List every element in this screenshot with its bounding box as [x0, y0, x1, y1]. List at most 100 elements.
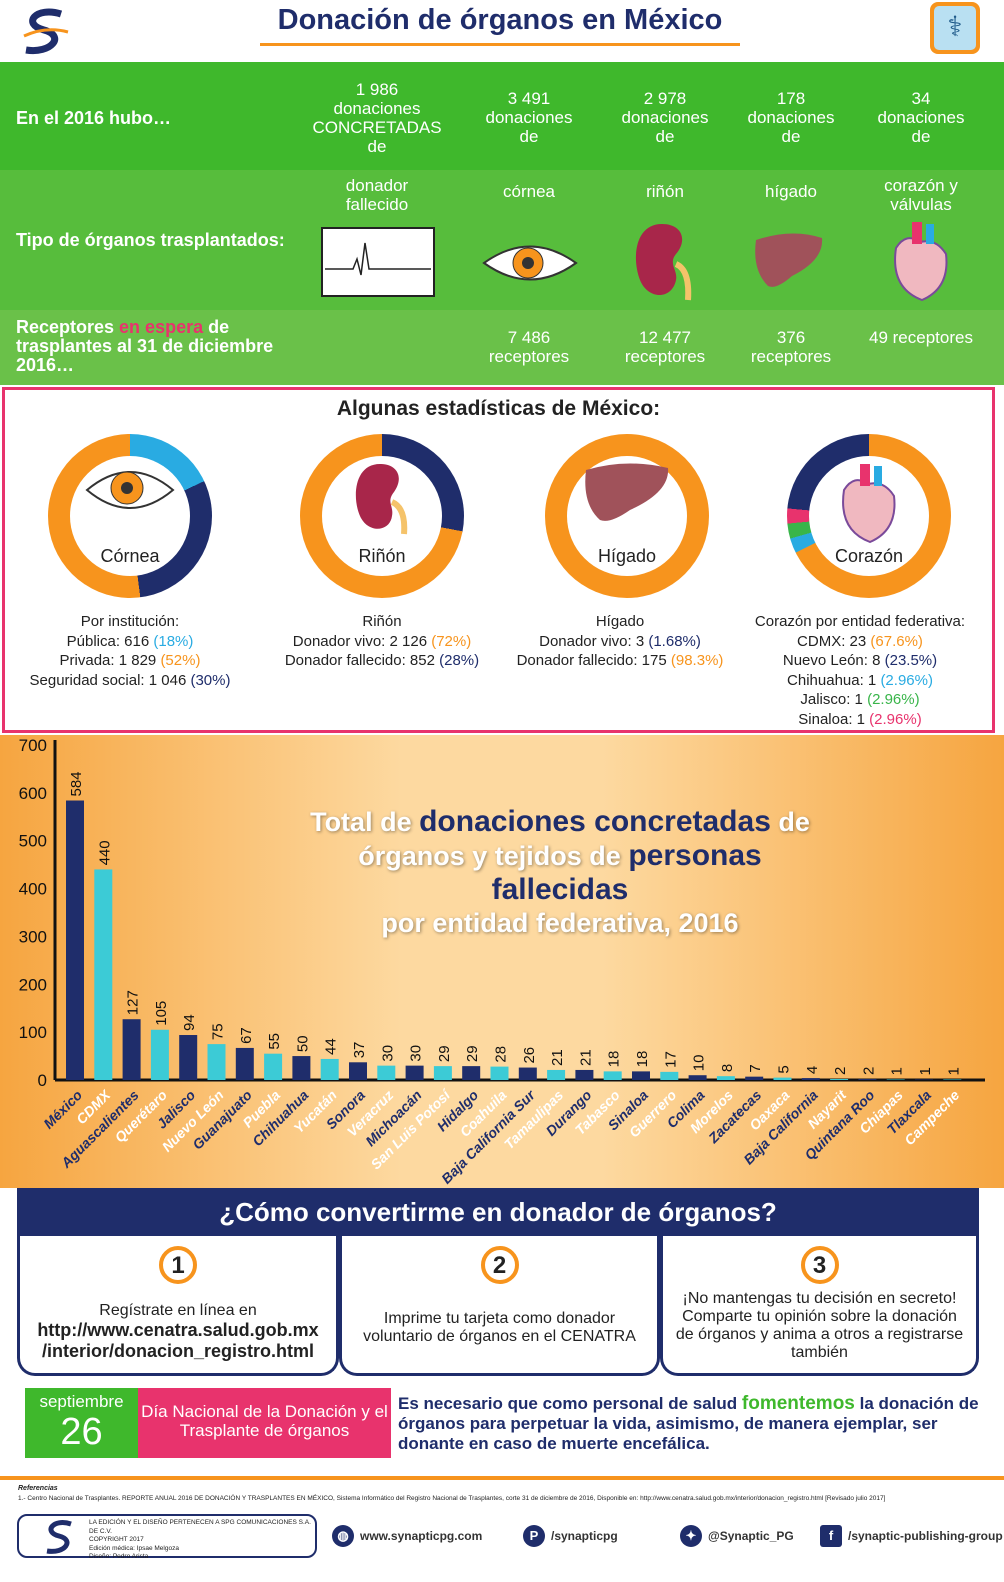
ecg-icon — [321, 227, 435, 297]
data-label: 105 — [153, 1001, 170, 1026]
data-label: 50 — [294, 1035, 311, 1052]
stat-part: Donador vivo: 3 — [539, 632, 649, 650]
bar — [292, 1056, 311, 1080]
stat-part: (2.96%) — [880, 671, 933, 689]
y-tick-label: 600 — [19, 784, 47, 803]
data-label: 127 — [125, 990, 142, 1015]
data-label: 2 — [832, 1067, 849, 1075]
message-text: la donación de órganos para perpetuar la… — [398, 1394, 979, 1453]
stat-part: Riñón — [362, 613, 402, 630]
stat-line: Donador vivo: 2 126 (72%) — [267, 632, 497, 652]
stat-line: Donador fallecido: 852 (28%) — [267, 651, 497, 671]
stat-part: Chihuahua: 1 — [787, 671, 881, 689]
liver-icon — [545, 460, 709, 531]
social-text: /synapticpg — [551, 1529, 618, 1543]
bar — [179, 1035, 198, 1080]
stat-line: Chihuahua: 1 (2.96%) — [745, 671, 975, 691]
stat-part: (30%) — [190, 671, 231, 689]
donut-label: Córnea — [100, 546, 160, 566]
donut-córnea: Córnea — [48, 434, 212, 598]
step-number: 3 — [800, 1246, 839, 1284]
bar — [547, 1069, 566, 1080]
stat-part: (2.96%) — [867, 691, 920, 708]
stat-line: Donador vivo: 3 (1.68%) — [505, 632, 735, 652]
title-highlight: donaciones concretadas — [419, 805, 771, 838]
bar — [688, 1075, 707, 1080]
credit-line: Edición médica: Ipsae Melgoza — [89, 1544, 179, 1552]
social-twitter[interactable]: ✦ @Synaptic_PG — [680, 1525, 794, 1547]
data-label: 37 — [351, 1042, 368, 1059]
y-tick-label: 700 — [19, 736, 47, 755]
credit-line: LA EDICIÓN Y EL DISEÑO PERTENECEN A SPG … — [89, 1519, 311, 1535]
stat-part: Corazón por entidad federativa: — [754, 613, 966, 630]
data-label: 18 — [606, 1051, 623, 1068]
eye-icon — [482, 245, 578, 281]
data-label: 44 — [323, 1038, 340, 1055]
stat-part: Hígado — [595, 613, 645, 630]
howto-title: ¿Cómo convertirme en donador de órganos? — [17, 1188, 979, 1236]
bar — [66, 800, 84, 1080]
data-label: 55 — [266, 1033, 283, 1050]
row-label: En el 2016 hubo… — [16, 108, 172, 128]
donut-label: Hígado — [597, 546, 657, 566]
donut-riñón: Riñón — [300, 434, 464, 598]
donut-stats: Hígado Donador vivo: 3 (1.68%) Donador fal… — [505, 612, 735, 671]
data-label: 7 — [747, 1064, 764, 1072]
y-tick-label: 400 — [19, 880, 47, 899]
social-text: /synaptic-publishing-group — [848, 1529, 1003, 1543]
chart-title: Total de donaciones concretadas de órgan… — [290, 805, 830, 940]
donut-stats: Riñón Donador vivo: 2 126 (72%) Donador fa… — [267, 612, 497, 671]
donations-total: 1 986 donaciones CONCRETADAS de — [312, 80, 442, 156]
donations-kidney: 2 978 donaciones de — [621, 89, 709, 146]
step-number: 2 — [480, 1246, 519, 1284]
data-label: 584 — [68, 771, 85, 796]
organ-label: córnea — [503, 182, 555, 201]
title-part: de órganos y tejidos de — [358, 807, 810, 871]
y-tick-label: 100 — [19, 1023, 47, 1042]
social-facebook[interactable]: f/synaptic-publishing-group — [820, 1525, 1003, 1547]
bar — [858, 1079, 877, 1080]
data-label: 10 — [691, 1055, 708, 1072]
message-highlight: fomentemos — [741, 1393, 855, 1414]
donut-label: Riñón — [358, 546, 406, 566]
data-label: 26 — [521, 1047, 538, 1064]
stat-part: CDMX: 23 — [797, 632, 871, 650]
social-web[interactable]: ◍ www.synapticpg.com — [332, 1525, 482, 1547]
data-label: 1 — [917, 1067, 934, 1075]
bar — [150, 1029, 169, 1080]
registration-link[interactable]: http://www.cenatra.salud.gob.mx /interio… — [37, 1320, 319, 1361]
bar — [320, 1058, 339, 1080]
stat-part: Privada: 1 829 — [59, 652, 161, 669]
bar — [377, 1065, 396, 1080]
bar — [830, 1079, 849, 1080]
bar — [462, 1066, 481, 1080]
row-label: Tipo de órganos trasplantados: — [16, 230, 285, 250]
donut-label: Corazón — [834, 546, 904, 566]
stat-line: Corazón por entidad federativa: — [745, 612, 975, 632]
stat-part: Jalisco: 1 — [800, 691, 868, 708]
refs-title: Referencias — [18, 1485, 58, 1492]
eye-icon — [48, 460, 212, 525]
y-tick-label: 0 — [38, 1071, 47, 1090]
bar — [264, 1053, 283, 1080]
stat-part: Donador fallecido: 852 — [284, 652, 440, 669]
y-tick-label: 300 — [19, 927, 47, 946]
stat-part: (72%) — [431, 632, 472, 650]
page-title: Donación de órganos en México — [260, 4, 740, 46]
donut-stats: Corazón por entidad federativa: CDMX: 23 … — [745, 612, 975, 729]
y-tick-label: 200 — [19, 975, 47, 994]
bar — [575, 1069, 594, 1080]
donations-liver: 178 donaciones de — [747, 89, 835, 146]
step-number: 1 — [159, 1246, 197, 1284]
step-3: 3 ¡No mantengas tu decisión en secreto! … — [660, 1236, 979, 1376]
stat-line: Pública: 616 (18%) — [15, 632, 245, 652]
social-pinterest[interactable]: P/synapticpg — [523, 1525, 618, 1547]
stats-title: Algunas estadísticas de México: — [336, 397, 661, 420]
stat-line: Jalisco: 1 (2.96%) — [745, 690, 975, 710]
credit-line: COPYRIGHT 2017 — [89, 1536, 144, 1543]
social-text: www.synapticpg.com — [360, 1529, 483, 1543]
stat-line: Privada: 1 829 (52%) — [15, 651, 245, 671]
title-part: Total de — [310, 807, 420, 837]
stat-line: Hígado — [505, 612, 735, 632]
data-label: 30 — [379, 1045, 396, 1062]
